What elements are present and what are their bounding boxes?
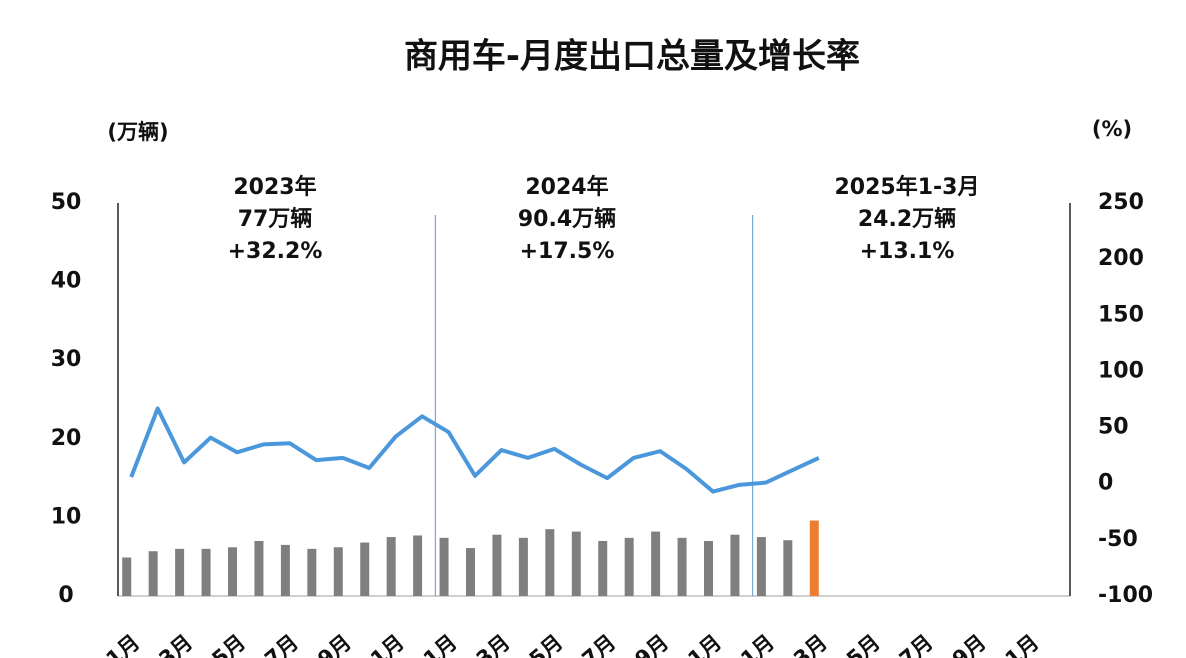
y-axis-label: (万辆) [107, 120, 168, 144]
y-tick-label: 20 [51, 426, 82, 451]
y2-tick-label: 100 [1098, 358, 1144, 383]
bar [439, 537, 449, 596]
bar [333, 547, 343, 596]
x-tick-label: 7月 [578, 630, 621, 658]
annotation: 77万辆 [238, 206, 313, 232]
y2-tick-label: -50 [1098, 527, 1138, 552]
y2-tick-label: 0 [1098, 471, 1113, 496]
bar [228, 547, 237, 596]
bar [413, 535, 423, 596]
annotation: 2025年1-3月 [835, 174, 980, 200]
bar [756, 537, 766, 596]
y2-tick-label: 50 [1098, 415, 1129, 440]
bar [598, 540, 608, 596]
bar [307, 548, 317, 596]
x-tick-label: 3月 [154, 630, 197, 658]
bar [280, 544, 290, 596]
x-tick-label: 11月 [989, 630, 1043, 658]
annotation: +13.1% [860, 239, 955, 264]
x-tick-label: 5月 [207, 630, 250, 658]
annotation: 2024年 [525, 174, 608, 200]
line-series [129, 406, 820, 494]
annotation: 24.2万辆 [858, 206, 956, 232]
x-tick-label: 1月 [419, 630, 462, 658]
bar [466, 548, 475, 596]
x-tick-label: 5月 [525, 630, 568, 658]
bar [624, 537, 634, 596]
x-tick-label: 11月 [672, 630, 726, 658]
y2-tick-label: 200 [1098, 246, 1144, 271]
bar [730, 534, 740, 596]
y-tick-label: 40 [51, 269, 82, 294]
bar [704, 540, 713, 596]
annotation: 2023年 [233, 174, 316, 200]
bar [651, 531, 661, 596]
bar [492, 534, 502, 596]
x-tick-label: 5月 [842, 630, 885, 658]
y2-tick-label: -100 [1098, 583, 1153, 608]
y-tick-label: 50 [51, 190, 82, 215]
y2-tick-label: 250 [1098, 190, 1144, 215]
bar [571, 531, 581, 596]
x-tick-label: 3月 [472, 630, 515, 658]
annotation: +17.5% [520, 239, 615, 264]
chart-title: 商用车-月度出口总量及增长率 [404, 37, 860, 77]
bar [783, 540, 793, 596]
annotation: 90.4万辆 [518, 206, 616, 232]
x-tick-label: 9月 [948, 630, 991, 658]
y2-tick-label: 150 [1098, 302, 1144, 327]
bar [175, 548, 185, 596]
x-tick-label: 11月 [355, 630, 409, 658]
x-tick-label: 1月 [102, 630, 145, 658]
bar [677, 537, 687, 596]
annotation: +32.2% [228, 239, 323, 264]
bar [809, 520, 819, 596]
bar [148, 551, 158, 596]
y2-axis-label: (%) [1092, 117, 1132, 141]
bar [201, 548, 211, 596]
x-tick-label: 7月 [260, 630, 303, 658]
y-tick-label: 30 [51, 347, 82, 372]
y-tick-label: 0 [58, 583, 73, 608]
bar [360, 542, 370, 596]
x-tick-label: 9月 [630, 630, 673, 658]
bar [254, 540, 264, 596]
bar [518, 537, 528, 596]
x-tick-label: 3月 [789, 630, 832, 658]
x-tick-label: 9月 [313, 630, 356, 658]
x-tick-label: 1月 [736, 630, 779, 658]
bar [122, 557, 132, 596]
bar [545, 529, 555, 596]
x-tick-label: 7月 [895, 630, 938, 658]
y-tick-label: 10 [51, 504, 82, 529]
bar [386, 537, 396, 596]
